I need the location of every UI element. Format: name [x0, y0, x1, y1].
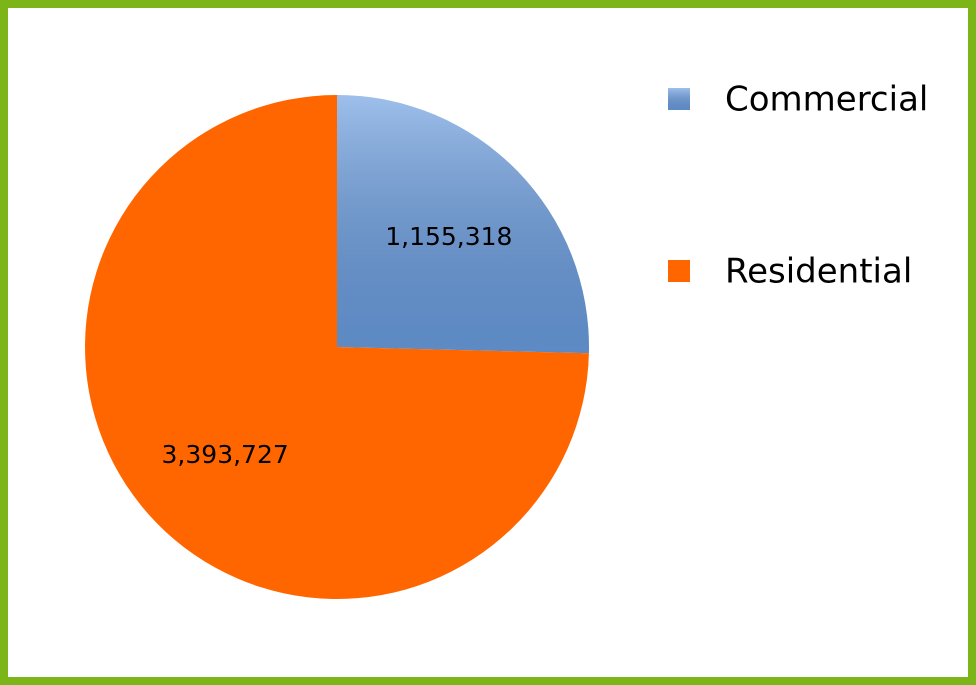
legend-label: Residential — [725, 252, 912, 292]
legend-label: Commercial — [725, 80, 928, 120]
legend-swatch-shade — [668, 88, 690, 110]
legend-swatch — [668, 260, 690, 282]
slice-shade — [337, 95, 589, 354]
pie-slice — [85, 95, 589, 599]
data-label: 1,155,318 — [385, 222, 512, 251]
data-label: 3,393,727 — [162, 440, 289, 469]
